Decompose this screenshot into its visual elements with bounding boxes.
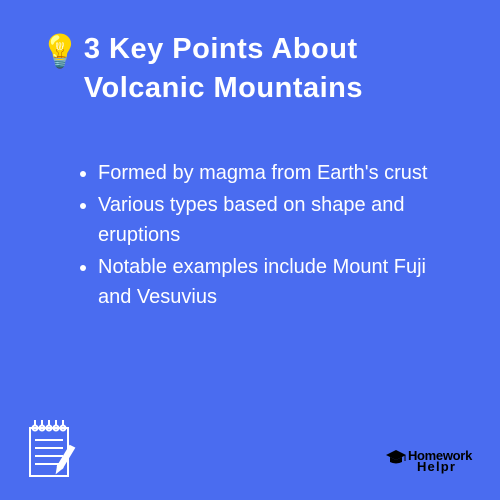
list-item: Various types based on shape and eruptio… bbox=[98, 190, 440, 250]
header: 💡 3 Key Points About Volcanic Mountains bbox=[40, 30, 460, 108]
notepad-icon bbox=[22, 418, 78, 482]
page-title: 3 Key Points About Volcanic Mountains bbox=[84, 30, 460, 108]
brand-logo: Homework Helpr bbox=[386, 450, 472, 472]
list-item: Notable examples include Mount Fuji and … bbox=[98, 252, 440, 312]
list-item: Formed by magma from Earth's crust bbox=[98, 158, 440, 188]
lightbulb-icon: 💡 bbox=[40, 32, 80, 70]
key-points-list: Formed by magma from Earth's crust Vario… bbox=[40, 158, 460, 312]
slide-container: 💡 3 Key Points About Volcanic Mountains … bbox=[0, 0, 500, 500]
graduation-cap-icon bbox=[386, 450, 406, 471]
logo-text: Homework Helpr bbox=[408, 450, 472, 472]
